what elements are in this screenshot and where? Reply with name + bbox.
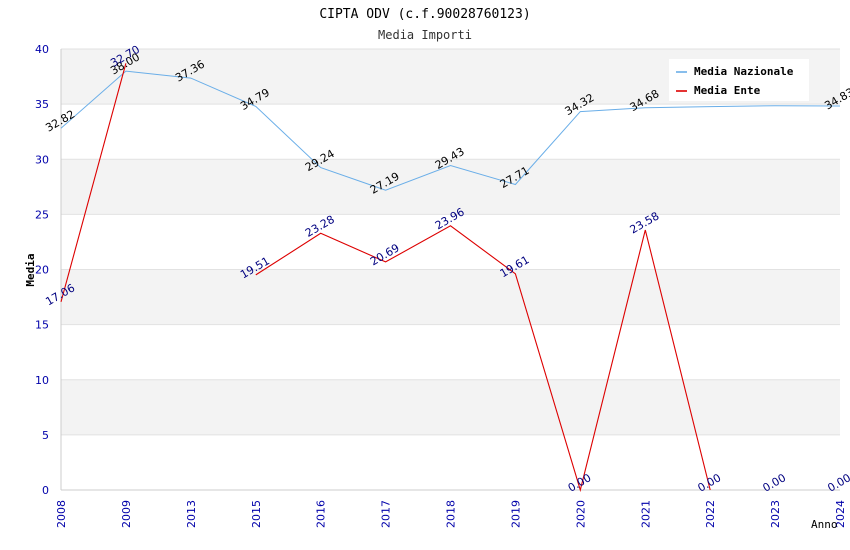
chart-subtitle: Media Importi (378, 28, 472, 42)
chart-title: CIPTA ODV (c.f.90028760123) (319, 7, 530, 22)
series-media-ente (60, 63, 711, 493)
x-tick-label: 2008 (55, 500, 68, 528)
y-tick-label: 10 (35, 374, 49, 387)
data-label: 0.00 (825, 471, 850, 495)
legend: Media Nazionale Media Ente (669, 59, 809, 101)
y-tick-label: 30 (35, 153, 49, 166)
x-tick-label: 2016 (315, 500, 328, 528)
legend-label-media-nazionale: Media Nazionale (694, 65, 794, 78)
grid-band (61, 159, 840, 215)
series-media-nazionale (60, 70, 841, 191)
grid-band (61, 379, 840, 435)
x-tick-label: 2015 (250, 500, 263, 528)
y-tick-label: 15 (35, 319, 49, 332)
data-label: 0.00 (760, 471, 788, 495)
x-tick-label: 2023 (769, 500, 782, 528)
series-line-segment (255, 225, 711, 493)
series-line-segment (60, 70, 841, 191)
x-tick-label: 2024 (834, 500, 847, 528)
x-tick-label: 2022 (704, 500, 717, 528)
data-label: 0.00 (566, 471, 594, 495)
data-label: 32.82 (43, 108, 77, 135)
y-tick-label: 20 (35, 264, 49, 277)
data-label: 0.00 (696, 471, 724, 495)
x-tick-label: 2013 (185, 500, 198, 528)
x-tick-label: 2009 (120, 500, 133, 528)
y-tick-label: 35 (35, 98, 49, 111)
y-axis-ticks: 0 5 10 15 20 25 30 35 40 (35, 43, 49, 497)
y-axis-label: Media (24, 253, 37, 286)
legend-label-media-ente: Media Ente (694, 84, 761, 97)
x-tick-label: 2020 (574, 500, 587, 528)
legend-box (669, 59, 809, 101)
x-tick-label: 2017 (380, 500, 393, 528)
series-lines (60, 63, 841, 493)
x-tick-label: 2021 (639, 500, 652, 528)
x-tick-label: 2018 (445, 500, 458, 528)
y-tick-label: 25 (35, 208, 49, 221)
x-axis-ticks: 2008 2009 2013 2015 2016 2017 2018 2019 2020 2021… (55, 500, 847, 528)
x-axis-label: Anno (811, 518, 838, 531)
x-tick-label: 2019 (509, 500, 522, 528)
data-label: 20.69 (368, 241, 402, 268)
grid-band (61, 269, 840, 325)
grid-bands (61, 49, 840, 435)
y-tick-label: 0 (42, 484, 49, 497)
y-tick-label: 40 (35, 43, 49, 56)
y-tick-label: 5 (42, 429, 49, 442)
series-line-segment (60, 63, 127, 303)
data-label: 23.28 (303, 213, 337, 240)
